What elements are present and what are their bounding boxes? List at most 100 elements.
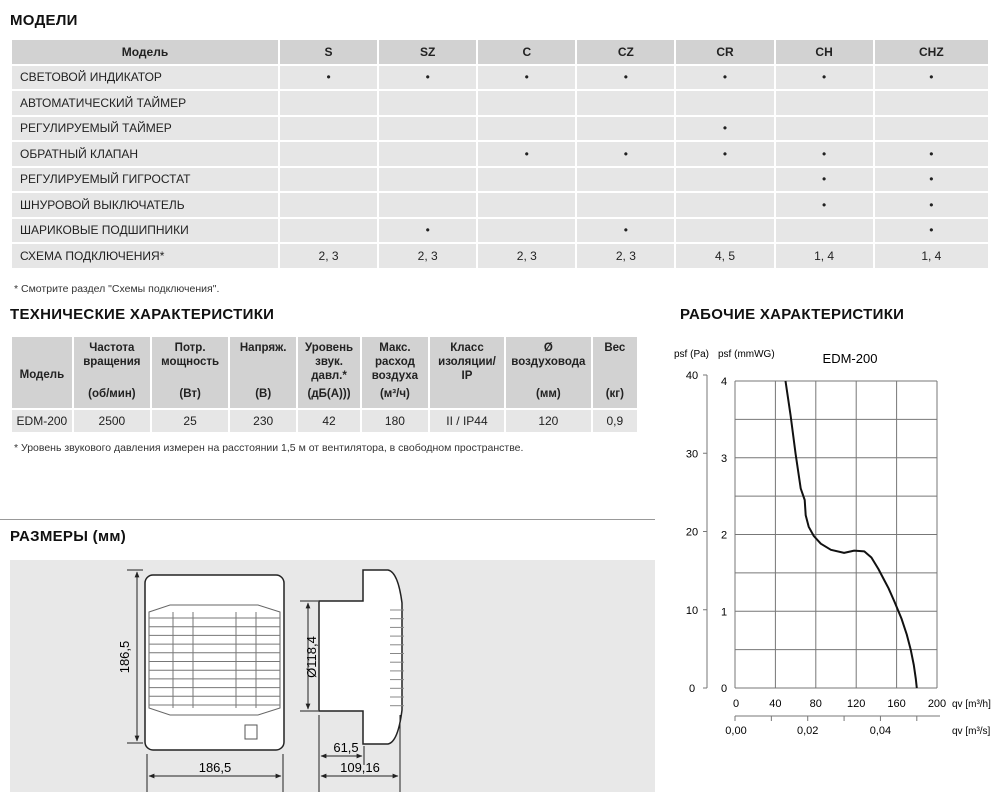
feature-cell: 2, 3 (379, 244, 477, 268)
x-tick-label-m3s: 0,00 (725, 725, 746, 737)
feature-label: ШАРИКОВЫЕ ПОДШИПНИКИ (12, 218, 278, 242)
models-table: Модель S SZ C CZ CR CH CHZ СВЕТОВОЙ ИНДИКАТОР • •… (10, 38, 990, 270)
feature-label: СХЕМА ПОДКЛЮЧЕНИЯ* (12, 244, 278, 268)
y-axis-label-mmwg: psf (mmWG) (718, 349, 775, 360)
diameter-dimension: Ø118,4 (304, 636, 319, 678)
feature-row: ОБРАТНЫЙ КЛАПАН • • • • • (12, 142, 988, 166)
x-tick-label-m3h: 80 (810, 698, 822, 710)
feature-cell (280, 193, 378, 217)
models-header-row: Модель S SZ C CZ CR CH CHZ (12, 40, 988, 64)
x-tick-label-m3s: 0,02 (797, 725, 818, 737)
height-dimension: 186,5 (117, 641, 132, 674)
x-axis-label-m3s: qv [m³/s] (952, 726, 991, 737)
width-dimension: 186,5 (199, 760, 232, 775)
feature-cell: • (676, 142, 774, 166)
feature-cell (874, 91, 988, 115)
tech-column-header: Уровень звук. давл.* (дБ(А))) (298, 337, 360, 408)
feature-cell: • (676, 116, 774, 140)
feature-cell: • (874, 65, 988, 89)
tech-column-name: Напряж. (239, 342, 287, 354)
dimensions-title: РАЗМЕРЫ (мм) (10, 528, 127, 545)
feature-cell (478, 218, 576, 242)
feature-cell: • (775, 167, 873, 191)
feature-cell (775, 91, 873, 115)
x-tick-label-m3h: 200 (928, 698, 946, 710)
tech-cell: 42 (298, 410, 360, 432)
feature-cell: • (280, 65, 378, 89)
feature-cell (676, 167, 774, 191)
feature-row: РЕГУЛИРУЕМЫЙ ТАЙМЕР • (12, 116, 988, 140)
feature-cell: • (379, 218, 477, 242)
feature-cell: • (874, 167, 988, 191)
feature-cell: 4, 5 (676, 244, 774, 268)
performance-chart: psf (Pa) psf (mmWG) EDM-200 012340102030… (674, 349, 991, 737)
tech-column-name: Класс изоляции/ IP (438, 342, 496, 382)
x-tick-label-m3h: 40 (769, 698, 781, 710)
front-view (144, 574, 285, 751)
tech-column-name: Частота вращения (83, 342, 141, 368)
chart-title: EDM-200 (823, 351, 878, 366)
feature-cell (676, 218, 774, 242)
tech-column-name: Модель (19, 368, 65, 381)
models-note: * Смотрите раздел "Схемы подключения". (14, 283, 220, 295)
x-tick-label-m3h: 0 (733, 698, 739, 710)
x-tick-label-m3h: 120 (847, 698, 865, 710)
feature-cell: 1, 4 (775, 244, 873, 268)
feature-label: РЕГУЛИРУЕМЫЙ ТАЙМЕР (12, 116, 278, 140)
tech-column-name: Потр. мощность (161, 342, 220, 368)
feature-cell: • (379, 65, 477, 89)
divider (0, 519, 655, 520)
feature-label: ОБРАТНЫЙ КЛАПАН (12, 142, 278, 166)
tech-title: ТЕХНИЧЕСКИЕ ХАРАКТЕРИСТИКИ (10, 306, 275, 323)
tech-column-unit: (об/мин) (88, 388, 136, 400)
feature-cell: • (775, 193, 873, 217)
tech-cell: 25 (151, 410, 229, 432)
feature-cell: • (874, 218, 988, 242)
fan-dimension-drawing: 186,5 186,5 Ø118,4 61,5 109,16 (117, 569, 404, 792)
feature-cell (478, 193, 576, 217)
tech-column-header: Напряж. (В) (230, 337, 297, 408)
feature-cell (280, 167, 378, 191)
feature-cell: • (577, 218, 675, 242)
y-tick-label-pa: 10 (686, 605, 698, 617)
tech-cell: EDM-200 (12, 410, 72, 432)
feature-cell: • (874, 193, 988, 217)
feature-cell: • (775, 65, 873, 89)
feature-cell (577, 91, 675, 115)
feature-cell (775, 218, 873, 242)
y-tick-label-pa: 30 (686, 448, 698, 460)
feature-cell (577, 193, 675, 217)
x-tick-label-m3h: 160 (887, 698, 905, 710)
y-tick-label-pa: 40 (686, 370, 698, 382)
model-column-sz: SZ (379, 40, 477, 64)
tech-note: * Уровень звукового давления измерен на … (14, 442, 524, 454)
y-tick-label-pa: 20 (686, 527, 698, 539)
tech-header-row: Модель Частота вращения (об/мин) Потр. мощн… (12, 337, 637, 408)
feature-cell: • (874, 142, 988, 166)
tech-column-header: Класс изоляции/ IP (429, 337, 505, 408)
y-tick-label-mmwg: 3 (721, 453, 727, 465)
feature-cell (874, 116, 988, 140)
tech-cell: 0,9 (592, 410, 637, 432)
y-axis-label-pa: psf (Pa) (674, 349, 709, 360)
y-tick-label-mmwg: 4 (721, 376, 727, 388)
tech-cell: II / IP44 (429, 410, 505, 432)
feature-cell (379, 91, 477, 115)
tech-column-header: Модель (12, 337, 72, 408)
models-title: МОДЕЛИ (10, 12, 78, 29)
x-axis-label-m3h: qv [m³/h] (952, 699, 991, 710)
feature-cell (478, 116, 576, 140)
x-tick-label-m3s: 0,04 (870, 725, 891, 737)
feature-row: РЕГУЛИРУЕМЫЙ ГИГРОСТАТ • • (12, 167, 988, 191)
feature-cell: • (577, 65, 675, 89)
feature-cell: • (478, 65, 576, 89)
feature-cell: 2, 3 (478, 244, 576, 268)
y-tick-label-mmwg: 0 (721, 683, 727, 695)
feature-cell: 1, 4 (874, 244, 988, 268)
feature-cell (280, 116, 378, 140)
tech-data-row: EDM-200 2500 25 230 42 180 II / IP44 120 0,9 (12, 410, 637, 432)
tech-column-unit: (м³/ч) (379, 388, 410, 400)
performance-curve (784, 380, 918, 689)
tech-column-name: Ø воздуховода (511, 342, 586, 368)
feature-row: ШАРИКОВЫЕ ПОДШИПНИКИ • • • (12, 218, 988, 242)
